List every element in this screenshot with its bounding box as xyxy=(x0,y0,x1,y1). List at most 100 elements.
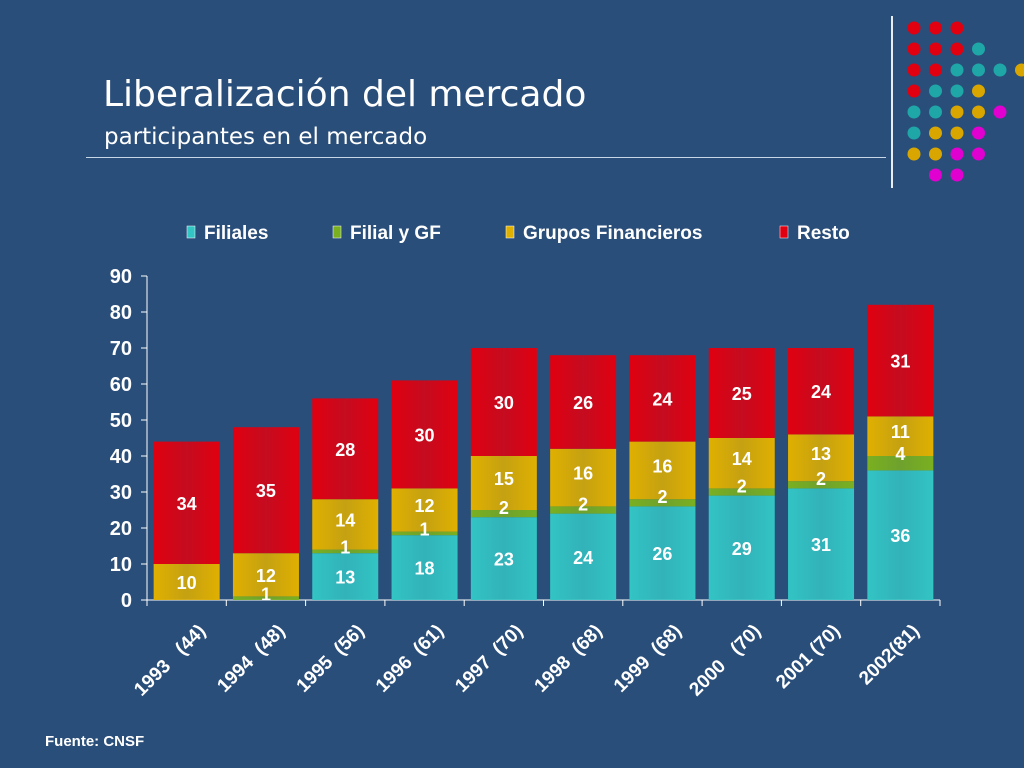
dot-teal xyxy=(907,105,921,119)
dot-teal xyxy=(972,42,985,56)
data-label: 26 xyxy=(573,393,593,413)
data-label: 25 xyxy=(732,384,752,404)
data-label: 2 xyxy=(657,487,667,507)
bar-segment-grupos-financieros xyxy=(629,441,696,500)
data-label: 35 xyxy=(256,481,276,501)
legend-swatch xyxy=(779,225,789,239)
x-tick-label: 1994 (48) xyxy=(213,621,289,697)
data-label: 14 xyxy=(732,449,752,469)
bar-segment-filiales xyxy=(867,470,934,600)
bar-segment-filiales xyxy=(470,517,537,600)
dot-magenta xyxy=(972,126,985,140)
bar-segment-grupos-financieros xyxy=(788,434,855,482)
decorative-dot-grid xyxy=(907,21,1024,182)
data-label: 12 xyxy=(415,496,435,516)
x-tick-label: 1998 (68) xyxy=(531,621,607,697)
y-tick-label: 80 xyxy=(110,302,132,324)
dot-gold xyxy=(950,105,964,119)
data-label: 15 xyxy=(494,469,514,489)
dot-teal xyxy=(993,63,1007,77)
dot-red xyxy=(950,21,964,35)
bar-segment-grupos-financieros xyxy=(708,438,775,489)
dot-magenta xyxy=(972,147,985,161)
bar-segment-filial-y-gf xyxy=(788,481,855,489)
data-label: 23 xyxy=(494,550,514,570)
data-label: 28 xyxy=(335,440,355,460)
bar-segment-resto xyxy=(232,427,299,554)
bar-segment-filial-y-gf xyxy=(470,510,537,518)
bar-segment-grupos-financieros xyxy=(312,499,379,550)
dot-gold xyxy=(929,147,942,161)
data-label: 16 xyxy=(652,456,672,476)
slide-subtitle: participantes en el mercado xyxy=(104,124,428,150)
bar-segment-filiales xyxy=(312,553,379,600)
data-label: 24 xyxy=(811,382,831,402)
bar-segment-filiales xyxy=(629,506,696,600)
bar-segment-resto xyxy=(550,355,617,449)
dot-teal xyxy=(929,84,942,98)
bar-segment-resto xyxy=(629,355,696,442)
bar-segment-grupos-financieros xyxy=(391,488,458,532)
bar-segment-grupos-financieros xyxy=(550,448,617,507)
data-label: 24 xyxy=(573,548,593,568)
data-label: 24 xyxy=(652,389,672,409)
data-label: 1 xyxy=(420,520,430,540)
data-label: 30 xyxy=(494,393,514,413)
bar-segment-filial-y-gf xyxy=(550,506,617,514)
bar-segment-filial-y-gf xyxy=(708,488,775,496)
y-tick-label: 20 xyxy=(110,518,132,540)
data-label: 31 xyxy=(811,535,831,555)
bar-segment-resto xyxy=(788,348,855,435)
x-tick-label: 1993 (44) xyxy=(130,621,210,701)
legend-label: Filiales xyxy=(204,223,268,244)
dot-red xyxy=(950,42,964,56)
bar-segment-grupos-financieros xyxy=(153,564,220,600)
data-label: 2 xyxy=(737,476,747,496)
bar-segment-filiales xyxy=(550,513,617,600)
dot-red xyxy=(907,21,921,35)
legend-swatch xyxy=(186,225,196,239)
dot-teal xyxy=(907,126,921,140)
data-label: 13 xyxy=(811,444,831,464)
bar-segment-filial-y-gf xyxy=(391,531,458,536)
bar-segment-filiales xyxy=(708,495,775,600)
dot-magenta xyxy=(993,105,1007,119)
y-tick-label: 70 xyxy=(110,338,132,360)
bar-segment-resto xyxy=(312,398,379,500)
bar-segment-resto xyxy=(470,348,537,456)
x-tick-label: 2001 (70) xyxy=(772,621,844,693)
dot-magenta xyxy=(929,168,942,182)
bar-segment-filial-y-gf xyxy=(232,596,299,600)
dot-gold xyxy=(972,84,985,98)
data-label: 29 xyxy=(732,539,752,559)
bar-segment-resto xyxy=(867,304,934,417)
x-tick-label: 2002(81) xyxy=(855,621,924,690)
dot-gold xyxy=(1015,63,1024,77)
data-label: 16 xyxy=(573,464,593,484)
x-tick-label: 2000 (70) xyxy=(685,621,765,701)
dot-teal xyxy=(950,84,964,98)
data-label: 4 xyxy=(895,444,905,464)
data-label: 26 xyxy=(652,544,672,564)
dot-magenta xyxy=(950,147,964,161)
bar-segment-filiales xyxy=(391,535,458,600)
y-tick-label: 0 xyxy=(121,590,132,612)
bar-segment-grupos-financieros xyxy=(232,553,299,597)
data-label: 30 xyxy=(415,425,435,445)
bar-segment-resto xyxy=(391,380,458,489)
x-tick-label: 1999 (68) xyxy=(610,621,686,697)
data-label: 10 xyxy=(177,573,197,593)
x-tick-label: 1997 (70) xyxy=(451,621,527,697)
dot-gold xyxy=(907,147,921,161)
bar-segment-grupos-financieros xyxy=(470,456,537,510)
bar-segment-filiales xyxy=(788,488,855,600)
dot-red xyxy=(929,63,942,77)
dot-gold xyxy=(950,126,964,140)
source-note: Fuente: CNSF xyxy=(45,733,145,750)
dot-red xyxy=(929,21,942,35)
dot-magenta xyxy=(950,168,964,182)
y-tick-label: 60 xyxy=(110,374,132,396)
data-label: 12 xyxy=(256,566,276,586)
data-label: 34 xyxy=(177,494,197,514)
dot-gold xyxy=(929,126,942,140)
